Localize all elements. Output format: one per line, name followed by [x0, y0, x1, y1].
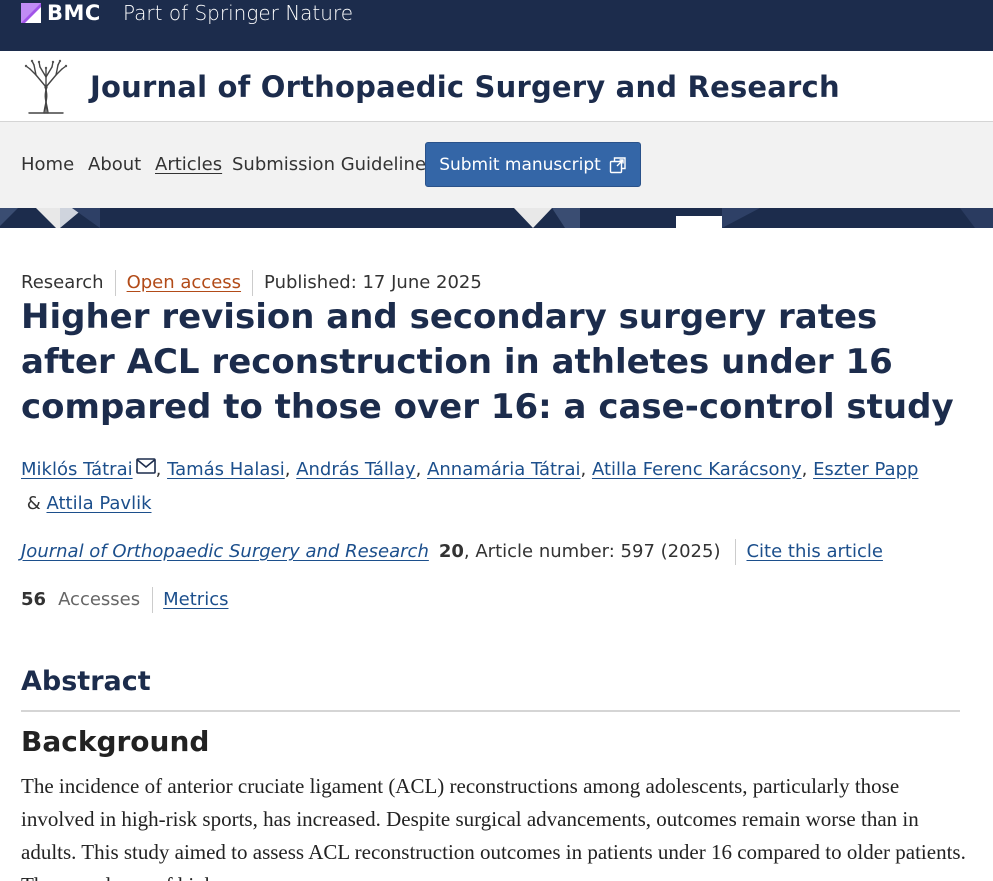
author-separator: ,	[415, 459, 428, 480]
external-link-icon	[609, 156, 627, 174]
nav-home[interactable]: Home	[21, 154, 75, 175]
publisher-bar: BMC Part of Springer Nature	[0, 0, 993, 51]
author-separator: ,	[580, 459, 592, 480]
submit-manuscript-label: Submit manuscript	[439, 154, 601, 175]
tree-logo-icon[interactable]	[21, 57, 71, 115]
author-list: Miklós Tátrai, Tamás Halasi, András Táll…	[21, 452, 971, 521]
citation-line: Journal of Orthopaedic Surgery and Resea…	[21, 539, 883, 565]
volume-number: 20	[438, 541, 464, 562]
author-link[interactable]: Tamás Halasi	[167, 459, 285, 480]
divider	[152, 587, 154, 613]
author-link[interactable]: Miklós Tátrai	[21, 459, 133, 480]
author-separator: ,	[284, 459, 297, 480]
abstract-heading: Abstract	[21, 666, 151, 697]
author-separator: &	[21, 493, 47, 514]
author-separator: ,	[801, 459, 814, 480]
background-heading: Background	[21, 725, 210, 758]
journal-citation-link[interactable]: Journal of Orthopaedic Surgery and Resea…	[21, 541, 429, 562]
accesses-label: Accesses	[58, 589, 141, 610]
author-separator: ,	[155, 459, 168, 480]
decorative-pattern-band	[0, 208, 993, 228]
mail-icon[interactable]	[135, 452, 156, 474]
author-link[interactable]: Attila Pavlik	[46, 493, 152, 514]
abstract-paragraph: The incidence of anterior cruciate ligam…	[21, 774, 966, 881]
published-date: Published: 17 June 2025	[264, 272, 482, 293]
nav-submission-guidelines[interactable]: Submission Guidelines	[232, 154, 436, 175]
author-link[interactable]: Eszter Papp	[813, 459, 919, 480]
open-access-link[interactable]: Open access	[126, 272, 242, 293]
journal-title[interactable]: Journal of Orthopaedic Surgery and Resea…	[90, 70, 840, 104]
nav-articles[interactable]: Articles	[155, 154, 223, 175]
article-title: Higher revision and secondary surgery ra…	[21, 297, 954, 427]
divider	[114, 270, 116, 296]
divider	[252, 270, 254, 296]
metrics-line: 56 Accesses Metrics	[21, 587, 228, 613]
bmc-brand-text: BMC	[47, 1, 101, 25]
submit-manuscript-button[interactable]: Submit manuscript	[425, 142, 641, 187]
bmc-logo-icon	[21, 3, 41, 23]
accesses-count: 56	[21, 589, 47, 610]
metrics-link[interactable]: Metrics	[163, 589, 229, 610]
article-type: Research	[21, 272, 104, 293]
journal-header: Journal of Orthopaedic Surgery and Resea…	[0, 51, 993, 122]
cite-this-article-link[interactable]: Cite this article	[746, 541, 883, 562]
nav-about[interactable]: About	[88, 154, 142, 175]
author-link[interactable]: Atilla Ferenc Karácsony	[591, 459, 802, 480]
article-number: , Article number: 597 (2025)	[463, 541, 721, 562]
article-meta: Research Open access Published: 17 June …	[21, 270, 482, 296]
abstract-divider	[21, 710, 960, 712]
publisher-tagline[interactable]: Part of Springer Nature	[123, 1, 354, 25]
author-link[interactable]: Annamária Tátrai	[427, 459, 581, 480]
journal-nav: Home About Articles Submission Guideline…	[0, 122, 993, 208]
author-link[interactable]: András Tállay	[296, 459, 416, 480]
divider	[735, 539, 737, 565]
bmc-logo[interactable]: BMC	[21, 2, 101, 24]
